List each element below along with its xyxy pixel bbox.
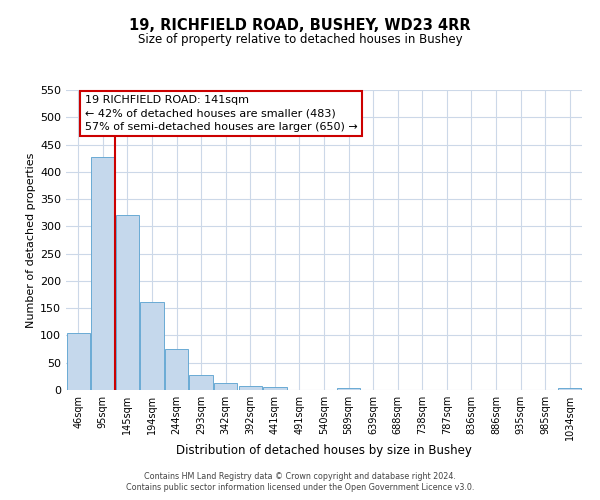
Bar [190,376,213,390]
Text: Contains public sector information licensed under the Open Government Licence v3: Contains public sector information licen… [126,484,474,492]
Text: 19 RICHFIELD ROAD: 141sqm
← 42% of detached houses are smaller (483)
57% of semi: 19 RICHFIELD ROAD: 141sqm ← 42% of detac… [85,96,358,132]
Bar [165,349,188,390]
Text: Size of property relative to detached houses in Bushey: Size of property relative to detached ho… [137,32,463,46]
Text: 19, RICHFIELD ROAD, BUSHEY, WD23 4RR: 19, RICHFIELD ROAD, BUSHEY, WD23 4RR [129,18,471,32]
Bar [91,156,115,390]
Text: Contains HM Land Registry data © Crown copyright and database right 2024.: Contains HM Land Registry data © Crown c… [144,472,456,481]
Bar [263,388,287,390]
Bar [239,386,262,390]
Bar [558,388,581,390]
Bar [140,302,164,390]
X-axis label: Distribution of detached houses by size in Bushey: Distribution of detached houses by size … [176,444,472,458]
Bar [67,332,90,390]
Bar [214,383,238,390]
Bar [337,388,360,390]
Y-axis label: Number of detached properties: Number of detached properties [26,152,36,328]
Bar [116,215,139,390]
